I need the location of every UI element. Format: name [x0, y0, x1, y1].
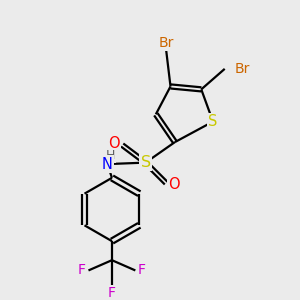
Text: H: H: [106, 149, 115, 162]
Text: S: S: [208, 114, 218, 129]
Text: Br: Br: [158, 36, 174, 50]
Text: Br: Br: [235, 62, 250, 76]
Text: N: N: [102, 157, 113, 172]
Text: F: F: [108, 286, 116, 300]
Text: F: F: [78, 263, 86, 278]
Text: O: O: [108, 136, 120, 151]
Text: S: S: [140, 155, 151, 170]
Text: O: O: [169, 177, 180, 192]
Text: F: F: [138, 263, 146, 278]
